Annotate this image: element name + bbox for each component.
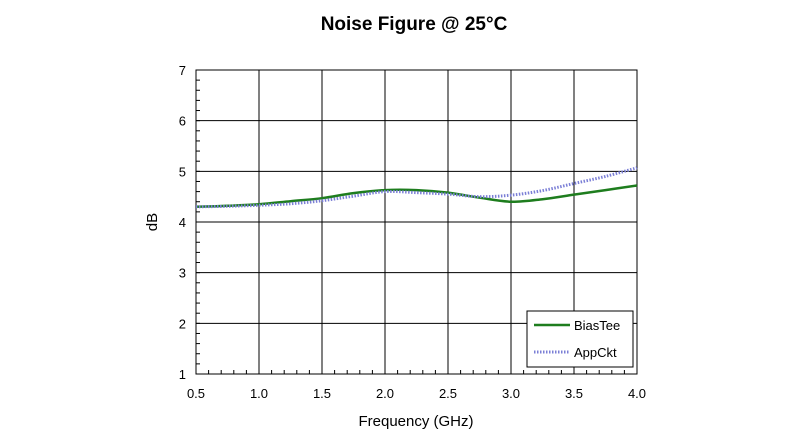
y-axis-label: dB — [144, 213, 161, 231]
series-line-biastee — [195, 184, 638, 209]
x-tick-label: 1.5 — [313, 386, 331, 401]
tick-labels: 0.5 1.0 1.5 2.0 2.5 3.0 3.5 4.0 1 2 3 4 5 6 7 — [179, 63, 646, 401]
legend-box — [526, 310, 634, 368]
y-tick-label: 1 — [179, 367, 186, 382]
x-axis-label: Frequency (GHz) — [358, 413, 473, 430]
y-tick-label: 7 — [179, 63, 186, 78]
plot-area-frame — [195, 69, 638, 375]
y-tick-label: 2 — [179, 316, 186, 331]
series-line-appckt — [195, 166, 638, 209]
y-tick-label: 4 — [179, 215, 186, 230]
series-layer — [195, 166, 638, 209]
x-tick-label: 2.0 — [376, 386, 394, 401]
chart-title: Noise Figure @ 25°C — [321, 14, 508, 35]
y-tick-label: 3 — [179, 266, 186, 281]
y-tick-label: 6 — [179, 114, 186, 129]
x-tick-label: 0.5 — [187, 386, 205, 401]
legend-label-biastee: BiasTee — [574, 318, 620, 333]
legend: BiasTee AppCkt — [526, 310, 634, 368]
x-tick-label: 3.5 — [565, 386, 583, 401]
y-tick-label: 5 — [179, 164, 186, 179]
x-tick-label: 2.5 — [439, 386, 457, 401]
x-tick-label: 1.0 — [250, 386, 268, 401]
x-tick-label: 3.0 — [502, 386, 520, 401]
x-tick-label: 4.0 — [628, 386, 646, 401]
legend-label-appckt: AppCkt — [574, 345, 617, 360]
grid — [195, 69, 638, 375]
